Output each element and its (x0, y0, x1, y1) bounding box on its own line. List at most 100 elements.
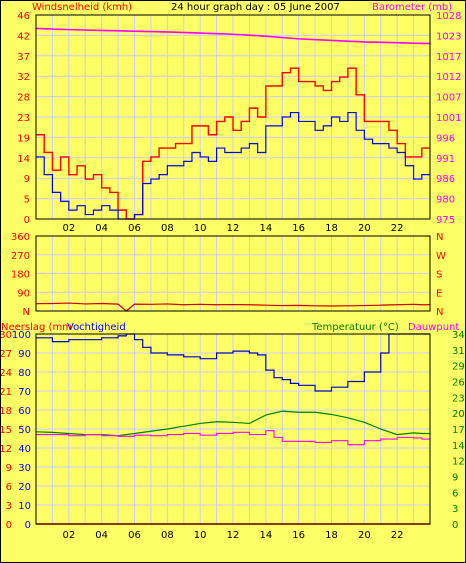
temperature-y-tick: 26 (452, 378, 465, 389)
wind-direction-series (35, 302, 430, 312)
x-tick-label: 14 (259, 530, 272, 541)
humidity-series (36, 333, 430, 392)
temperature-series (35, 410, 430, 437)
temperature-y-tick: 34 (452, 330, 465, 341)
x-tick-label: 08 (161, 223, 174, 234)
barometer-y-tick: 991 (436, 154, 455, 165)
x-tick-label: 20 (358, 223, 371, 234)
barometer-y-tick: 1017 (436, 52, 461, 63)
wind-y-tick: 9 (24, 174, 30, 185)
barometer-y-tick: 1007 (436, 93, 461, 104)
panel-frame-2 (35, 235, 431, 312)
direction-deg-tick: 180 (11, 270, 30, 281)
x-tick-label: 14 (259, 223, 272, 234)
direction-deg-tick: 360 (11, 232, 30, 243)
rain-y-tick: 30 (0, 330, 12, 341)
humidity-y-tick: 30 (18, 463, 31, 474)
x-tick-label: 02 (62, 223, 75, 234)
tick-label-layer: 0202040406060808101012121414161618182020… (0, 11, 465, 541)
x-tick-label: 12 (227, 223, 240, 234)
direction-compass-tick: S (436, 270, 442, 281)
wind-y-tick: 42 (17, 31, 30, 42)
barometer-y-tick: 975 (436, 215, 455, 226)
wind-axis-title: Windsnelheid (kmh) (32, 2, 132, 13)
rain-y-tick: 27 (0, 349, 12, 360)
rain-axis-title: Neerslag (mm (1, 322, 72, 333)
x-tick-label: 18 (325, 223, 338, 234)
rain-y-tick: 0 (6, 520, 12, 531)
barometer-y-tick: 1028 (436, 11, 461, 22)
barometer-y-tick: 996 (436, 133, 455, 144)
barometer-y-tick: 980 (436, 195, 455, 206)
barometer-y-tick: 1012 (436, 72, 461, 83)
temperature-y-tick: 12 (452, 457, 465, 468)
humidity-y-tick: 80 (18, 368, 31, 379)
direction-compass-tick: N (436, 307, 443, 318)
barometer-y-tick: 1023 (436, 31, 461, 42)
wind-y-tick: 32 (17, 72, 30, 83)
direction-compass-tick: E (436, 288, 442, 299)
panel-frame-3 (35, 333, 431, 525)
direction-deg-tick: 90 (17, 288, 30, 299)
direction-compass-tick: W (436, 251, 446, 262)
x-tick-label: 06 (128, 530, 141, 541)
rain-y-tick: 9 (6, 463, 12, 474)
direction-compass-tick: N (436, 232, 443, 243)
humidity-y-tick: 100 (12, 330, 31, 341)
wind-y-tick: 14 (17, 154, 30, 165)
x-tick-label: 10 (194, 530, 207, 541)
humidity-y-tick: 90 (18, 349, 31, 360)
x-tick-label: 04 (95, 530, 108, 541)
rain-y-tick: 21 (0, 387, 12, 398)
barometer-y-tick: 1001 (436, 113, 461, 124)
x-tick-label: 18 (325, 530, 338, 541)
temperature-y-tick: 14 (452, 441, 465, 452)
x-tick-label: 06 (128, 223, 141, 234)
wind-y-tick: 37 (17, 52, 30, 63)
rain-y-tick: 15 (0, 425, 12, 436)
temperature-y-tick: 6 (452, 488, 458, 499)
wind-y-tick: 19 (17, 133, 30, 144)
dewpoint-series (36, 430, 430, 446)
direction-deg-tick: 270 (11, 251, 30, 262)
wind-y-tick: 23 (17, 113, 30, 124)
temperature-y-tick: 3 (452, 504, 458, 515)
temperature-y-tick: 20 (452, 409, 465, 420)
temperature-y-tick: 29 (452, 362, 465, 373)
wind-average-series (36, 111, 430, 220)
x-tick-label: 10 (194, 223, 207, 234)
humidity-axis-title: Vochtigheid (67, 322, 126, 333)
x-tick-label: 08 (161, 530, 174, 541)
x-tick-label: 22 (391, 530, 404, 541)
barometer-y-tick: 986 (436, 174, 455, 185)
x-tick-label: 04 (95, 223, 108, 234)
chart-title: 24 hour graph day : 05 June 2007 (171, 2, 340, 13)
wind-y-tick: 0 (24, 215, 30, 226)
wind-gust-series (36, 67, 430, 220)
x-tick-label: 20 (358, 530, 371, 541)
humidity-y-tick: 20 (18, 482, 31, 493)
humidity-y-tick: 10 (18, 501, 31, 512)
grid-layer (36, 15, 430, 524)
barometer-axis-title: Barometer (mb) (372, 2, 452, 13)
x-tick-label: 22 (391, 223, 404, 234)
rain-y-tick: 6 (6, 482, 12, 493)
rain-y-tick: 18 (0, 406, 12, 417)
humidity-y-tick: 40 (18, 444, 31, 455)
barometer-series (35, 27, 430, 45)
direction-deg-tick: N (23, 307, 30, 318)
temperature-y-tick: 9 (452, 473, 458, 484)
humidity-y-tick: 70 (18, 387, 31, 398)
dewpoint-axis-title: Dauwpunt (408, 322, 459, 333)
temperature-y-tick: 31 (452, 346, 465, 357)
temperature-y-tick: 17 (452, 425, 465, 436)
wind-y-tick: 46 (17, 11, 30, 22)
humidity-y-tick: 0 (25, 520, 31, 531)
rain-y-tick: 12 (0, 444, 12, 455)
wind-y-tick: 5 (24, 195, 30, 206)
x-tick-label: 16 (292, 530, 305, 541)
rain-y-tick: 3 (6, 501, 12, 512)
x-tick-label: 02 (62, 530, 75, 541)
humidity-y-tick: 50 (18, 425, 31, 436)
